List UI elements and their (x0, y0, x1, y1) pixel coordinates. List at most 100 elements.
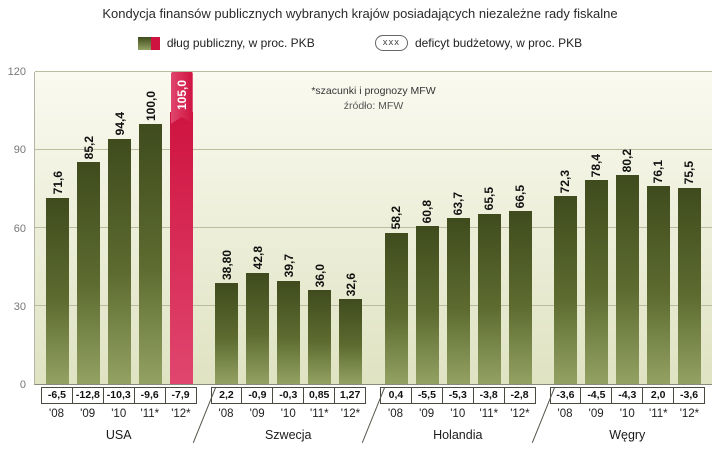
deficit-cell: -4,5 (580, 387, 613, 404)
year-label: '12* (510, 408, 530, 420)
year-label: '11* (140, 408, 160, 420)
year-label: '10 (450, 408, 466, 420)
deficit-cell: -6,5 (41, 387, 73, 404)
deficit-row: 2,2 -0,9 -0,3 0,85 1,27 (210, 387, 367, 404)
bar-column: 80,2 (612, 72, 643, 384)
bar (615, 175, 639, 384)
bottom-area: -6,5 -12,8 -10,3 -9,6 -7,9 '08 '09 '10 '11* '12* U… (34, 386, 712, 463)
year-label: '09 (249, 408, 265, 420)
bar-column: 72,3 (550, 72, 581, 384)
bar (215, 283, 239, 384)
chart-note: *szacunki i prognozy MFW źródło: MFW (35, 85, 712, 112)
deficit-cell: -7,9 (164, 387, 197, 404)
bar (46, 197, 70, 384)
country-label: Holandia (433, 428, 483, 442)
deficit-cell: 2,0 (642, 387, 675, 404)
country-label: USA (105, 428, 132, 442)
bar-value-label: 78,4 (589, 153, 604, 178)
y-axis: 0 30 60 90 120 (0, 66, 30, 391)
deficit-cell: 0,4 (380, 387, 412, 404)
bar-column: 38,80 (211, 72, 242, 384)
gridline (35, 227, 712, 228)
bar-column: 39,7 (273, 72, 304, 384)
bar-column: 63,7 (443, 72, 474, 384)
year-row: '08 '09 '10 '11* '12* (41, 408, 197, 420)
bar-value-label: 80,2 (620, 149, 635, 173)
country-group-bars: 38,80 42,8 39,7 36,0 32,6 (211, 72, 366, 384)
year-row: '08 '09 '10 '11* '12* (211, 408, 367, 420)
bar-column: 71,6 (42, 72, 73, 384)
note-line-estimates: *szacunki i prognozy MFW (311, 85, 436, 97)
year-label: '11* (479, 408, 499, 420)
bar-column: 76,1 (643, 72, 674, 384)
legend-deficit-label: deficyt budżetowy, w proc. PKB (414, 36, 583, 50)
bar-value-label: 66,5 (513, 184, 528, 209)
deficit-row: -6,5 -12,8 -10,3 -9,6 -7,9 (41, 387, 197, 404)
highlight-ribbon: 105,0 (171, 72, 193, 124)
deficit-row: -3,6 -4,5 -4,3 2,0 -3,6 (549, 387, 706, 404)
deficit-cell: -4,3 (611, 387, 644, 404)
country-group-footer: -6,5 -12,8 -10,3 -9,6 -7,9 '08 '09 '10 '11* '12* U… (41, 387, 197, 463)
bar-column: 42,8 (242, 72, 273, 384)
bar-column: 32,6 (335, 72, 366, 384)
deficit-row: 0,4 -5,5 -5,3 -3,8 -2,8 (380, 387, 536, 404)
chart-title: Kondycja finansów publicznych wybranych … (102, 6, 618, 21)
bar-value-label: 71,6 (50, 171, 65, 195)
bar (677, 187, 701, 384)
legend: dług publiczny, w proc. PKB xxx deficyt … (0, 35, 720, 51)
y-tick-label: 60 (13, 222, 26, 235)
bar (108, 138, 132, 384)
bar (646, 186, 670, 384)
bar-column: 65,5 (474, 72, 505, 384)
bar (553, 196, 577, 384)
legend-debt-label: dług publiczny, w proc. PKB (166, 36, 315, 50)
country-group-footer: 2,2 -0,9 -0,3 0,85 1,27 '08 '09 '10 '11* '12* Szwe… (210, 387, 367, 463)
year-label: '10 (619, 408, 635, 420)
note-line-source: źródło: MFW (343, 100, 404, 112)
bar-value-label: 105,0 (174, 80, 189, 111)
bar-column: 105,0 (166, 72, 197, 384)
gridline (35, 71, 712, 72)
y-tick-label: 0 (19, 379, 26, 391)
bar (246, 272, 270, 384)
deficit-cell: -3,8 (472, 387, 505, 404)
legend-item-deficit: xxx deficyt budżetowy, w proc. PKB (374, 35, 583, 51)
bar-value-label: 72,3 (558, 169, 573, 194)
bar (384, 232, 408, 384)
year-label: '12* (171, 408, 191, 420)
country-group-bars: 72,3 78,4 80,2 76,1 75,5 (550, 72, 705, 384)
deficit-cell: -2,8 (503, 387, 536, 404)
bar-value-label: 100,0 (143, 90, 158, 121)
country-group-footer: 0,4 -5,5 -5,3 -3,8 -2,8 '08 '09 '10 '11* '12* Hola… (380, 387, 536, 463)
debt-bars-icon (137, 36, 160, 50)
bar-value-label: 38,80 (219, 250, 234, 281)
bars-container: 71,6 85,2 94,4 100,0 105,0 38,80 42,8 39,7 36,0 3… (35, 72, 712, 384)
year-label: '08 (388, 408, 404, 420)
bar (584, 180, 608, 384)
legend-item-debt: dług publiczny, w proc. PKB (137, 36, 315, 50)
bar-column: 60,8 (412, 72, 443, 384)
bar-column: 100,0 (135, 72, 166, 384)
plot-area: *szacunki i prognozy MFW źródło: MFW 71,… (34, 71, 712, 385)
deficit-cell: -5,5 (410, 387, 443, 404)
y-tick-label: 90 (13, 144, 26, 157)
y-tick-label: 30 (13, 300, 26, 313)
year-label: '09 (419, 408, 435, 420)
deficit-cell: 0,85 (303, 387, 336, 404)
year-label: '09 (80, 408, 96, 420)
bar-value-label: 39,7 (281, 254, 296, 278)
bar-column: 85,2 (73, 72, 104, 384)
country-label: Szwecja (264, 428, 312, 442)
bar-value-label: 60,8 (420, 199, 435, 223)
year-label: '08 (49, 408, 65, 420)
year-row: '08 '09 '10 '11* '12* (380, 408, 536, 420)
bar-value-label: 94,4 (112, 112, 127, 136)
deficit-cell: -3,6 (549, 387, 582, 404)
bar-column: 58,2 (381, 72, 412, 384)
bar (139, 124, 163, 384)
bar-highlighted (170, 112, 194, 384)
red-bar-icon (150, 36, 160, 50)
country-label: Węgry (609, 428, 646, 442)
bar (308, 290, 332, 384)
